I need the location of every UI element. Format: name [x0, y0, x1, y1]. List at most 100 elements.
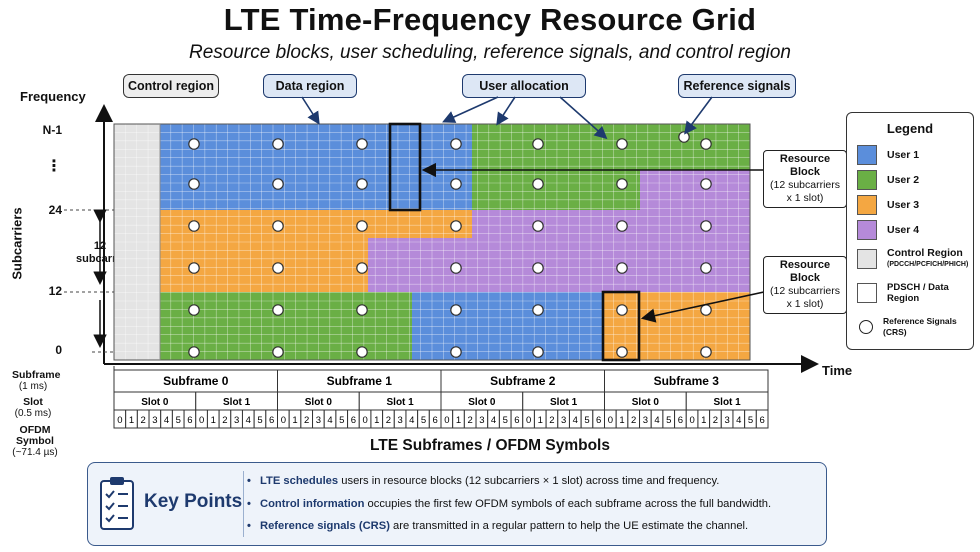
legend-label-control: Control Region (PDCCH/PCFICH/PHICH)	[887, 248, 968, 270]
key-point-2: Control information occupies the first f…	[247, 498, 772, 510]
symbol-label: 2	[386, 415, 391, 426]
symbol-label: 3	[561, 415, 566, 426]
symbol-label: 2	[549, 415, 554, 426]
slot-label: Slot 1	[223, 397, 251, 408]
user4-region-top	[640, 170, 750, 210]
legend-label-user4: User 4	[887, 223, 920, 236]
key-point-2-bold: Control information	[260, 498, 365, 510]
key-point-1-text: users in resource blocks (12 subcarriers…	[338, 475, 720, 487]
crs-reference-signal	[188, 262, 200, 274]
resource-block-line2-2: x 1 slot)	[786, 298, 824, 310]
symbol-label: 4	[736, 415, 741, 426]
legend-label-user3: User 3	[887, 198, 920, 211]
subframe-label: Subframe 2	[490, 374, 556, 388]
crs-reference-signal	[450, 304, 462, 316]
symbol-label: 5	[503, 415, 508, 426]
slot-label: Slot 0	[632, 397, 660, 408]
data-region-callout: Data region	[263, 74, 357, 98]
crs-reference-signal	[356, 304, 368, 316]
symbol-label: 2	[713, 415, 718, 426]
crs-reference-signal	[532, 262, 544, 274]
symbol-label: 0	[281, 415, 286, 426]
legend-label-user1: User 1	[887, 148, 920, 161]
slot-label: Slot 0	[468, 397, 496, 408]
symbol-label: 3	[397, 415, 402, 426]
resource-block-box-2: Resource Block (12 subcarriers x 1 slot)	[763, 256, 847, 314]
crs-reference-signal	[616, 220, 628, 232]
crs-reference-signal	[700, 178, 712, 190]
crs-reference-signal	[356, 178, 368, 190]
crs-reference-signal	[616, 304, 628, 316]
slot-label: Slot 1	[387, 397, 415, 408]
symbol-label: 2	[222, 415, 227, 426]
ref-signal-arrow	[684, 96, 713, 135]
crs-reference-signal	[700, 304, 712, 316]
symbol-label: 1	[292, 415, 297, 426]
crs-reference-signal	[188, 220, 200, 232]
crs-reference-signal	[450, 346, 462, 358]
crs-reference-signal	[356, 138, 368, 150]
symbol-label: 0	[526, 415, 531, 426]
key-point-2-text: occupies the first few OFDM symbols of e…	[364, 498, 772, 510]
crs-reference-signal	[356, 220, 368, 232]
user4-region-centre	[368, 238, 750, 292]
symbol-label: 0	[689, 415, 694, 426]
resource-block-title-1: Resource Block	[779, 153, 831, 178]
legend-item-crs: Reference Signals (CRS)	[857, 316, 973, 337]
key-point-1: LTE schedules users in resource blocks (…	[247, 475, 720, 487]
key-point-1-bold: LTE schedules	[260, 475, 339, 487]
legend-control-text: Control Region	[887, 247, 963, 259]
resource-block-arrow-2	[640, 291, 765, 323]
crs-reference-signal	[532, 220, 544, 232]
subframe-label-text: Subframe	[12, 369, 61, 381]
crs-reference-signal	[188, 346, 200, 358]
user2-region-mid	[472, 170, 640, 210]
crs-reference-signal	[532, 178, 544, 190]
symbol-label: 5	[176, 415, 181, 426]
legend-item-user1: User 1	[857, 145, 919, 165]
slot-label: Slot 0	[305, 397, 333, 408]
symbol-row-label: OFDM Symbol (~71.4 µs)	[8, 425, 62, 459]
symbol-label: 2	[141, 415, 146, 426]
crs-reference-signal	[450, 138, 462, 150]
symbol-label: 5	[421, 415, 426, 426]
symbol-label: 3	[479, 415, 484, 426]
symbol-label: 6	[351, 415, 356, 426]
symbol-label: 5	[339, 415, 344, 426]
user2-swatch	[857, 170, 877, 190]
symbol-label: 5	[748, 415, 753, 426]
crs-reference-signal	[272, 138, 284, 150]
subframe-label: Subframe 0	[163, 374, 229, 388]
symbol-label: 3	[316, 415, 321, 426]
subframe-label: Subframe 1	[327, 374, 393, 388]
crs-reference-signal	[700, 138, 712, 150]
key-points-panel: Key Points LTE schedules users in resour…	[87, 462, 827, 546]
subframe-label: Subframe 3	[654, 374, 720, 388]
legend-title: Legend	[886, 121, 934, 136]
crs-reference-signal	[532, 346, 544, 358]
legend-item-pdsch: PDSCH / Data Region	[857, 282, 973, 304]
crs-reference-signal	[188, 138, 200, 150]
user1-rb-highlight	[390, 124, 420, 210]
symbol-label: 1	[374, 415, 379, 426]
crs-reference-signal	[616, 346, 628, 358]
symbol-label: 6	[269, 415, 274, 426]
symbol-label: 6	[596, 415, 601, 426]
legend-item-control: Control Region (PDCCH/PCFICH/PHICH)	[857, 248, 968, 270]
legend-label-user2: User 2	[887, 173, 920, 186]
symbol-label: 3	[643, 415, 648, 426]
y-label-12: 12	[48, 284, 62, 298]
symbol-label: 4	[573, 415, 578, 426]
crs-circle-icon	[859, 320, 873, 334]
user-allocation-callout: User allocation	[462, 74, 586, 98]
page-subtitle: Resource blocks, user scheduling, refere…	[189, 42, 791, 63]
crs-reference-signal	[700, 262, 712, 274]
legend-item-user4: User 4	[857, 220, 919, 240]
slot-label: Slot 1	[714, 397, 742, 408]
resource-block-line1-2: (12 subcarriers	[769, 285, 841, 297]
crs-reference-signal	[532, 138, 544, 150]
grid-border	[113, 123, 751, 361]
reference-signals-callout: Reference signals	[678, 74, 796, 98]
symbol-label: 5	[584, 415, 589, 426]
symbol-label: 5	[666, 415, 671, 426]
